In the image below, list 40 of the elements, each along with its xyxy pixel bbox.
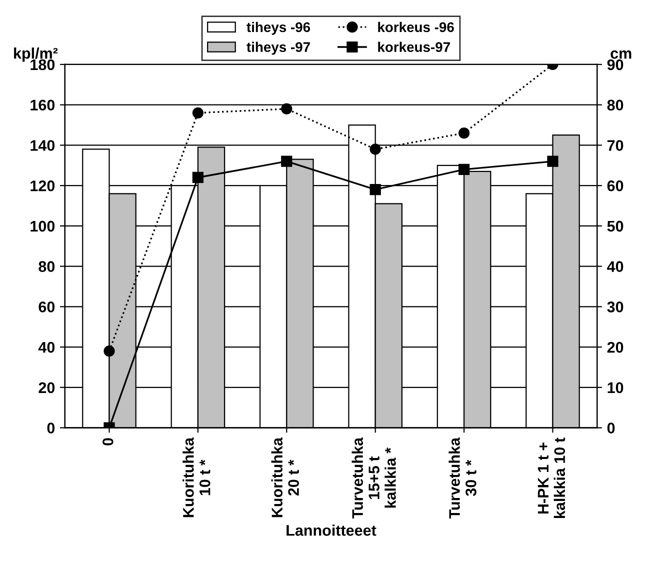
- y-tick-label: 0: [47, 422, 55, 434]
- y-tick-label: 120: [30, 180, 55, 192]
- legend-label: korkeus-97: [378, 42, 450, 52]
- x-tick-label: H-PK 1 t + kalkkia 10 t: [538, 438, 566, 518]
- point: [458, 128, 470, 139]
- y2-tick-label: 10: [608, 382, 624, 394]
- x-tick-label: Turvetuhka 30 t *: [448, 437, 476, 519]
- y-tick-label: 20: [38, 382, 55, 394]
- point: [281, 156, 292, 167]
- y2-tick-label: 50: [607, 220, 624, 232]
- x-tick-label: Kuorituhka 20 t *: [271, 437, 299, 518]
- y-tick-label: 140: [30, 140, 55, 151]
- y2-tick-label: 80: [607, 100, 624, 111]
- point: [192, 172, 204, 184]
- point: [370, 144, 381, 155]
- x-axis-title: Lannoitteeet: [286, 524, 376, 536]
- y-tick-label: 100: [30, 220, 55, 232]
- legend-label: tiheys -96: [246, 22, 310, 35]
- y-tick-label: 80: [38, 261, 55, 272]
- y-tick-label: 40: [38, 342, 55, 353]
- y2-tick-label: 20: [607, 342, 624, 353]
- point: [370, 184, 381, 196]
- y2-tick-label: 0: [607, 422, 615, 434]
- y2-tick-label: 70: [607, 140, 624, 151]
- legend-label: korkeus -96: [378, 22, 454, 32]
- y-tick-label: 60: [38, 302, 55, 312]
- point: [192, 107, 204, 118]
- y2-tick-label: 40: [607, 261, 624, 272]
- y2-tick-label: 30: [607, 302, 624, 312]
- point: [281, 103, 292, 114]
- y2-axis-title: cm: [610, 50, 632, 59]
- point: [458, 164, 470, 175]
- x-tick-label: 0: [102, 438, 114, 446]
- y2-tick-label: 90: [607, 59, 624, 70]
- y-tick-label: 160: [30, 100, 55, 111]
- y2-tick-label: 60: [607, 180, 624, 192]
- x-tick-label: Kuorituhka 10 t *: [182, 437, 210, 518]
- point: [547, 156, 558, 167]
- x-tick-label: Turvetuhka 15+5 t kalkkia *: [352, 437, 396, 519]
- legend-label: tiheys -97: [246, 42, 310, 55]
